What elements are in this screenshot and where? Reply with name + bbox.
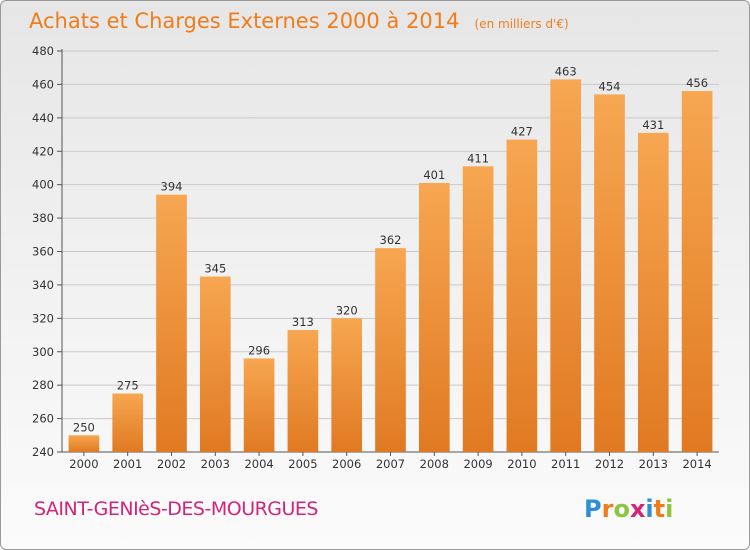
logo-letter: o [613, 495, 630, 523]
bar-2003 [199, 276, 231, 452]
value-label: 394 [161, 180, 183, 194]
y-tick-label: 400 [32, 178, 54, 192]
x-tick-label: 2005 [288, 457, 317, 471]
bar-2007 [375, 248, 406, 452]
y-tick-label: 240 [32, 445, 54, 459]
value-labels: 250 275 394 345 296 313 320 362 401 411 427 463 454 4… [73, 64, 708, 434]
x-tick-label: 2009 [463, 457, 492, 471]
bar-2013 [637, 132, 669, 452]
x-tick-label: 2014 [682, 457, 711, 471]
value-label: 362 [380, 233, 402, 247]
bar-2012 [594, 94, 625, 453]
x-tick-label: 2007 [376, 457, 405, 471]
value-label: 345 [204, 262, 226, 276]
y-tick-label: 420 [32, 144, 54, 158]
x-tick-label: 2000 [69, 457, 98, 471]
axes: 240 260 280 300 320 340 360 380 400 420 440 460 480 2… [32, 44, 719, 471]
value-label: 463 [555, 64, 577, 78]
logo-letter: i [665, 495, 673, 523]
value-label: 275 [117, 379, 139, 393]
bar-2001 [112, 393, 144, 452]
proxiti-logo: Proxiti [584, 495, 673, 523]
x-tick-label: 2006 [332, 457, 361, 471]
value-label: 313 [292, 315, 314, 329]
bar-2000 [68, 435, 100, 452]
bar-2014 [681, 91, 713, 452]
value-label: 456 [686, 76, 708, 90]
bar-2011 [550, 79, 582, 452]
logo-letter: i [645, 495, 653, 523]
x-tick-label: 2001 [113, 457, 142, 471]
bar-2010 [506, 139, 538, 452]
x-tick-label: 2010 [507, 457, 536, 471]
value-label: 454 [599, 79, 621, 93]
bar-2005 [287, 330, 319, 452]
chart-title: Achats et Charges Externes 2000 à 2014 (… [29, 9, 569, 33]
logo-letter: x [630, 495, 646, 523]
x-tick-label: 2013 [639, 457, 668, 471]
bar-2009 [462, 166, 494, 452]
y-tick-label: 360 [32, 245, 54, 259]
x-tick-label: 2011 [551, 457, 580, 471]
y-tick-label: 280 [32, 378, 54, 392]
x-tick-label: 2003 [201, 457, 230, 471]
y-tick-label: 480 [32, 44, 54, 58]
y-tick-label: 260 [32, 412, 54, 426]
value-label: 401 [423, 168, 445, 182]
value-label: 320 [336, 303, 358, 317]
bar-2008 [418, 182, 450, 452]
logo-letter: t [654, 495, 665, 523]
x-tick-label: 2008 [420, 457, 449, 471]
chart-title-unit: (en milliers d'€) [475, 17, 569, 31]
value-label: 427 [511, 125, 533, 139]
x-tick-label: 2002 [157, 457, 186, 471]
value-label: 296 [248, 343, 270, 357]
x-tick-label: 2012 [595, 457, 624, 471]
y-tick-label: 440 [32, 111, 54, 125]
commune-name: SAINT-GENIèS-DES-MOURGUES [34, 498, 318, 520]
logo-letter: P [584, 495, 602, 523]
logo-letter: r [602, 495, 614, 523]
value-label: 250 [73, 420, 95, 434]
value-label: 431 [642, 118, 664, 132]
y-tick-label: 380 [32, 211, 54, 225]
bars [68, 79, 713, 453]
y-tick-label: 460 [32, 77, 54, 91]
y-tick-label: 300 [32, 345, 54, 359]
chart-title-main: Achats et Charges Externes 2000 à 2014 [29, 9, 459, 33]
y-tick-label: 340 [32, 278, 54, 292]
y-tick-label: 320 [32, 311, 54, 325]
bar-2004 [243, 358, 275, 452]
value-label: 411 [467, 151, 489, 165]
bar-2002 [156, 194, 187, 453]
x-tick-label: 2004 [244, 457, 273, 471]
bar-2006 [331, 318, 363, 452]
